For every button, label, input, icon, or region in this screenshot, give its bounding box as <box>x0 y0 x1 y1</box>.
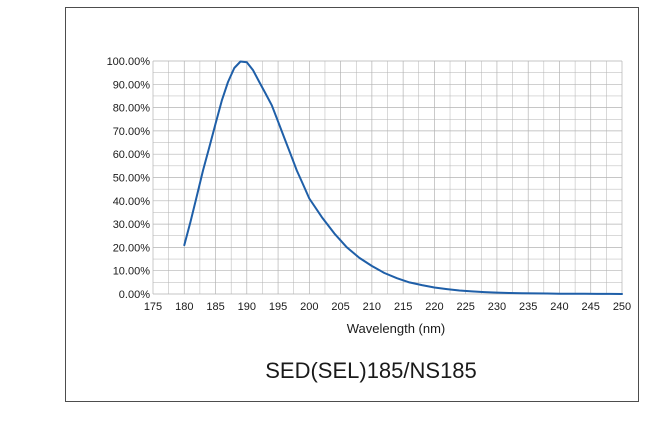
y-tick-1: 10.00% <box>113 266 151 278</box>
y-tick-9: 90.00% <box>113 79 151 91</box>
x-tick-190: 190 <box>238 301 256 313</box>
spectral-response-chart: 175 180 185 190 195 200 205 210 215 220 225 230 235 2… <box>107 56 632 383</box>
y-tick-5: 50.00% <box>113 173 151 185</box>
grid <box>152 60 623 295</box>
y-tick-3: 30.00% <box>113 219 151 231</box>
x-tick-175: 175 <box>144 301 162 313</box>
x-tick-200: 200 <box>300 301 318 313</box>
y-tick-2: 20.00% <box>113 242 151 254</box>
series-line-0 <box>183 60 623 295</box>
tick-labels: 175 180 185 190 195 200 205 210 215 220 225 230 235 2… <box>107 56 632 313</box>
x-tick-210: 210 <box>363 301 381 313</box>
x-tick-240: 240 <box>550 301 568 313</box>
chart-frame: 175 180 185 190 195 200 205 210 215 220 225 230 235 2… <box>65 7 639 402</box>
x-tick-220: 220 <box>425 301 443 313</box>
x-tick-245: 245 <box>582 301 600 313</box>
series-layer <box>183 60 623 295</box>
y-tick-6: 60.00% <box>113 149 151 161</box>
x-tick-185: 185 <box>206 301 224 313</box>
x-tick-180: 180 <box>175 301 193 313</box>
y-tick-7: 70.00% <box>113 126 151 138</box>
x-tick-225: 225 <box>456 301 474 313</box>
y-tick-0: 0.00% <box>119 289 150 301</box>
x-tick-250: 250 <box>613 301 631 313</box>
y-tick-10: 100.00% <box>107 56 151 68</box>
x-tick-205: 205 <box>331 301 349 313</box>
x-tick-230: 230 <box>488 301 506 313</box>
x-axis-title: Wavelength (nm) <box>347 321 446 336</box>
chart-title: SED(SEL)185/NS185 <box>265 358 477 383</box>
x-tick-195: 195 <box>269 301 287 313</box>
x-tick-215: 215 <box>394 301 412 313</box>
y-tick-4: 40.00% <box>113 196 151 208</box>
y-tick-8: 80.00% <box>113 103 151 115</box>
x-tick-235: 235 <box>519 301 537 313</box>
